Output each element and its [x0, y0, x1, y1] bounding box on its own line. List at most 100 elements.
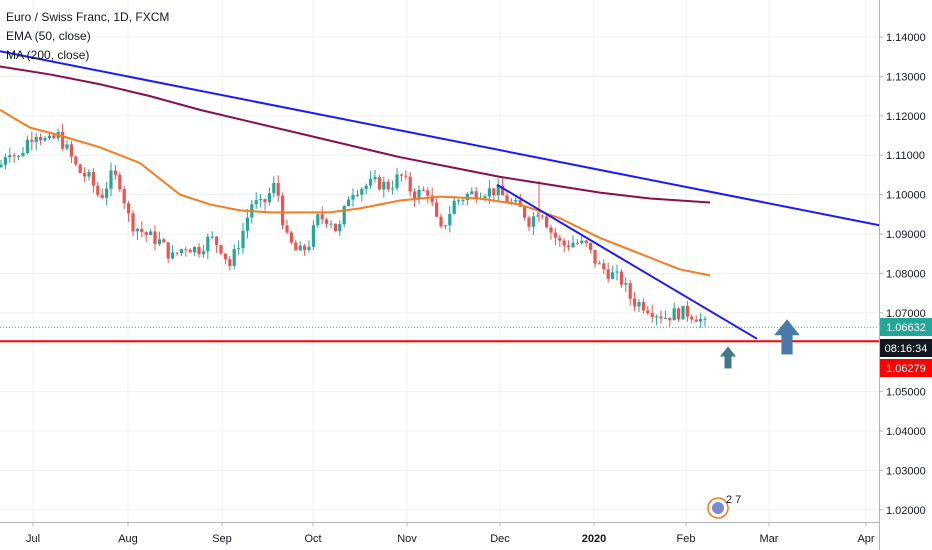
trendlines[interactable] — [0, 50, 881, 340]
candle-body — [69, 144, 73, 157]
candle-body — [166, 242, 170, 259]
candle-body — [545, 216, 549, 228]
candle-body — [694, 319, 698, 322]
candle-body — [633, 298, 637, 307]
candle-body — [184, 249, 188, 251]
candle-body — [78, 164, 82, 174]
price-axis-bg — [879, 0, 932, 550]
candle-body — [439, 216, 443, 227]
candle-body — [3, 157, 7, 165]
candle-body — [562, 240, 566, 246]
candle-body — [272, 183, 276, 194]
time-tick-label: Apr — [857, 533, 874, 545]
candle-body — [558, 237, 562, 241]
candle-body — [470, 191, 474, 194]
candle-body — [659, 316, 663, 319]
price-tick-label: 1.08000 — [886, 268, 926, 280]
ma-line[interactable] — [0, 65, 711, 204]
price-tick-label: 1.10000 — [886, 190, 926, 202]
price-tick-label: 1.02000 — [886, 505, 926, 517]
candle-body — [628, 283, 632, 299]
time-tick-label: Feb — [677, 533, 696, 545]
price-tag-label: 08:16:34 — [885, 343, 928, 355]
candle-body — [351, 194, 355, 200]
ema-legend[interactable]: EMA (50, close) — [6, 29, 91, 43]
candle-body — [685, 305, 689, 317]
candle-body — [144, 232, 148, 236]
chart-legend: Euro / Swiss Franc, 1D, FXCM EMA (50, cl… — [6, 8, 169, 65]
grid — [0, 0, 879, 522]
time-tick-label: Nov — [397, 533, 417, 545]
candle-body — [325, 219, 329, 224]
price-tick-label: 1.04000 — [886, 426, 926, 438]
candle-body — [531, 216, 535, 227]
horizontal-line-layer — [0, 326, 879, 343]
candle-body — [140, 228, 144, 233]
candle-body — [197, 247, 201, 255]
candle-body — [474, 191, 478, 200]
candle-body — [179, 249, 183, 254]
candle-body — [443, 225, 447, 227]
candle-body — [157, 239, 161, 245]
candle-body — [382, 181, 386, 190]
candle-body — [593, 249, 597, 264]
time-axis[interactable]: Jul Aug Sep Oct Nov Dec 2020 Feb Mar Apr — [0, 522, 879, 550]
candle-body — [12, 155, 16, 157]
candle-body — [421, 189, 425, 191]
candle-body — [347, 199, 351, 207]
price-axis[interactable]: 1.14000 1.13000 1.12000 1.11000 1.10000 1.090… — [879, 0, 932, 550]
candle-body — [281, 195, 285, 226]
moving-averages — [0, 65, 711, 277]
ma-legend[interactable]: MA (200, close) — [6, 48, 90, 62]
candle-body — [703, 318, 707, 320]
price-tick-label: 1.11000 — [886, 150, 925, 162]
candle-body — [105, 188, 109, 198]
symbol-title[interactable]: Euro / Swiss Franc, 1D, FXCM — [6, 10, 170, 24]
arrows[interactable] — [720, 319, 800, 369]
candle-body — [509, 201, 513, 203]
price-tags: 1.06632 08:16:34 1.06279 — [880, 318, 932, 377]
time-tick-label: Mar — [760, 533, 779, 545]
candle-body — [663, 317, 667, 319]
candle-body — [342, 206, 346, 225]
price-tag-label: 1.06632 — [886, 322, 926, 334]
candle-body — [355, 194, 359, 196]
trendline-short[interactable] — [496, 183, 758, 340]
candle-body — [316, 214, 320, 226]
time-tick-label: Jul — [26, 533, 40, 545]
candle-body — [553, 232, 557, 238]
ema-line[interactable] — [0, 109, 711, 277]
candle-body — [602, 263, 606, 270]
candle-body — [527, 217, 531, 227]
candle-body — [210, 236, 214, 238]
candle-body — [677, 308, 681, 320]
candle-body — [171, 252, 175, 259]
trendline-long[interactable] — [0, 50, 881, 227]
candle-body — [413, 191, 417, 200]
candle-body — [571, 242, 575, 248]
candle-body — [83, 173, 87, 177]
candle-body — [188, 249, 192, 253]
time-tick-label: Aug — [118, 533, 138, 545]
candle-body — [232, 248, 236, 266]
candle-body — [61, 132, 65, 149]
candle-body — [338, 224, 342, 232]
candle-body — [298, 245, 302, 251]
candle-body — [487, 188, 491, 197]
candle-body — [399, 174, 403, 176]
candle-body — [624, 283, 628, 285]
candle-body — [276, 183, 280, 196]
candle-body — [426, 190, 430, 196]
candle-body — [619, 271, 623, 285]
large-up-arrow-icon[interactable] — [774, 319, 800, 355]
events-badge[interactable]: 2 7 — [707, 494, 741, 519]
candle-body — [404, 175, 408, 177]
small-up-arrow-icon[interactable] — [720, 346, 736, 369]
candle-body — [96, 185, 100, 195]
candle-body — [175, 252, 179, 254]
candle-body — [223, 253, 227, 260]
candle-body — [373, 176, 377, 179]
candle-body — [0, 164, 3, 168]
candle-body — [43, 138, 47, 141]
